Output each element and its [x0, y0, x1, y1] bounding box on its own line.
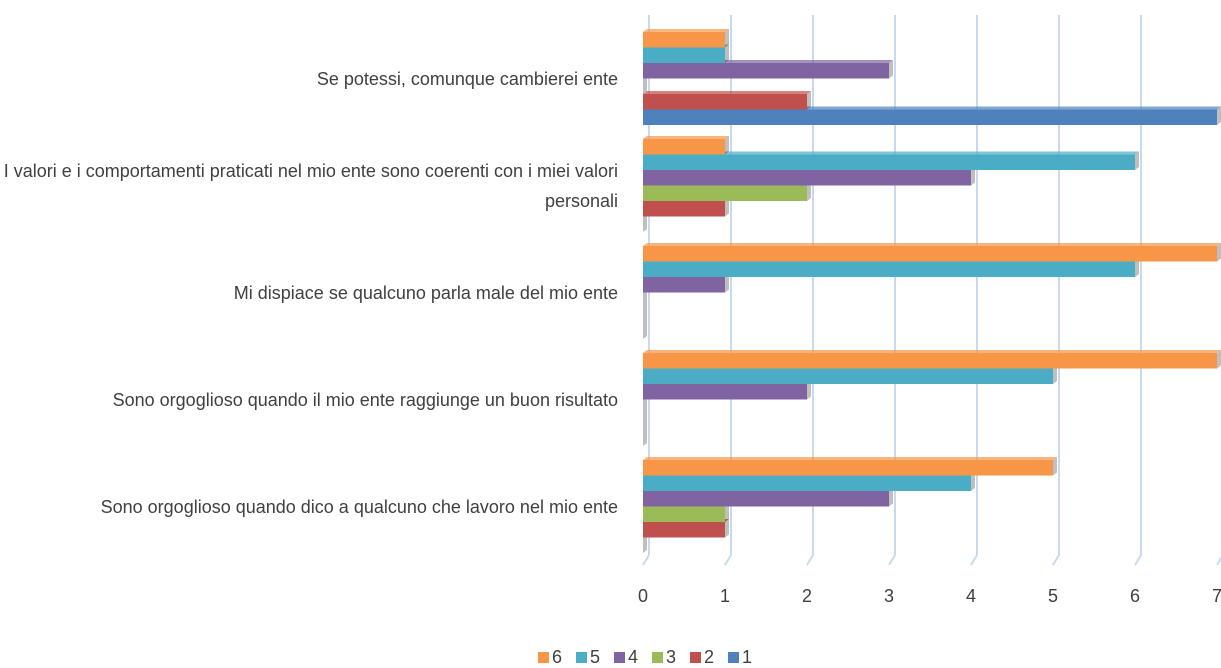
bar-side — [971, 167, 975, 186]
bar — [643, 170, 971, 186]
bar-side — [643, 75, 647, 94]
bar — [643, 506, 725, 522]
bar-side — [1135, 151, 1139, 170]
bar — [643, 32, 725, 48]
grid-line-floor — [1216, 556, 1221, 566]
bar-top — [643, 91, 811, 94]
bar — [643, 47, 725, 63]
legend-label: 2 — [704, 647, 714, 667]
bar-side — [725, 29, 729, 48]
bar — [643, 460, 1053, 476]
legend-label: 6 — [552, 647, 562, 667]
grid-line-floor — [642, 554, 650, 566]
x-tick-label: 2 — [802, 586, 812, 606]
bar-top — [643, 457, 1057, 460]
bar — [643, 384, 807, 400]
legend-swatch — [690, 652, 701, 663]
bar-side — [807, 182, 811, 201]
bar-side — [643, 427, 647, 446]
legend-label: 4 — [628, 647, 638, 667]
bar-side — [725, 136, 729, 155]
bar-side — [725, 519, 729, 538]
y-tick-label: Mi dispiace se qualcuno parla male del m… — [233, 282, 618, 303]
bar-top — [643, 136, 729, 139]
bar-top — [643, 350, 1221, 353]
grid-line-floor — [888, 554, 896, 566]
grid-line-floor — [1134, 554, 1142, 566]
bar — [643, 185, 807, 201]
bar — [643, 109, 1217, 125]
bar — [643, 246, 1217, 262]
legend-label: 5 — [590, 647, 600, 667]
bar-side — [643, 534, 647, 553]
bar — [643, 94, 807, 110]
bar — [643, 154, 1135, 170]
x-tick-label: 7 — [1212, 586, 1221, 606]
bar-top — [643, 29, 729, 32]
bar-side — [725, 503, 729, 522]
bar — [643, 201, 725, 217]
bar — [643, 261, 1135, 277]
bar — [643, 475, 971, 491]
bar — [643, 277, 725, 293]
bar-side — [1217, 243, 1221, 262]
x-tick-label: 5 — [1048, 586, 1058, 606]
x-tick-label: 1 — [720, 586, 730, 606]
bar — [643, 491, 889, 507]
legend-swatch — [576, 652, 587, 663]
y-tick-label: Se potessi, comunque cambierei ente — [316, 68, 618, 89]
bar — [643, 353, 1217, 369]
bar-side — [725, 44, 729, 63]
bar-top — [643, 243, 1221, 246]
bar-side — [643, 320, 647, 339]
bar-top — [643, 151, 1139, 155]
grid-line-floor — [1052, 554, 1060, 566]
bar-side — [643, 305, 647, 324]
bar — [643, 368, 1053, 384]
bar-side — [889, 488, 893, 507]
x-tick-label: 0 — [638, 586, 648, 606]
y-tick-label: Sono orgoglioso quando il mio ente raggi… — [112, 389, 618, 410]
legend-swatch — [652, 652, 663, 663]
legend-label: 1 — [742, 647, 752, 667]
bar-side — [725, 198, 729, 217]
grid-line-floor — [970, 554, 978, 566]
grid-line-floor — [724, 554, 732, 566]
x-tick-label: 4 — [966, 586, 976, 606]
bar-side — [1135, 258, 1139, 277]
bar-side — [643, 289, 647, 308]
legend-swatch — [614, 652, 625, 663]
bar-side — [807, 381, 811, 400]
bar-side — [971, 472, 975, 491]
bar-side — [1217, 350, 1221, 369]
bar — [643, 522, 725, 538]
grid-line-floor — [806, 554, 814, 566]
bar-side — [889, 60, 893, 79]
legend-label: 3 — [666, 647, 676, 667]
bar-side — [643, 412, 647, 431]
bar — [643, 139, 725, 155]
x-tick-label: 6 — [1130, 586, 1140, 606]
bar-side — [725, 274, 729, 293]
bar-side — [643, 213, 647, 232]
bar-side — [1217, 106, 1221, 125]
legend-swatch — [728, 652, 739, 663]
bar-side — [807, 91, 811, 110]
bar-side — [643, 396, 647, 415]
legend-swatch — [538, 652, 549, 663]
x-tick-label: 3 — [884, 586, 894, 606]
y-tick-label: I valori e i comportamenti praticati nel… — [3, 160, 618, 211]
bar-side — [1053, 457, 1057, 476]
bar-side — [1053, 365, 1057, 384]
bar — [643, 63, 889, 79]
y-tick-label: Sono orgoglioso quando dico a qualcuno c… — [100, 496, 618, 517]
